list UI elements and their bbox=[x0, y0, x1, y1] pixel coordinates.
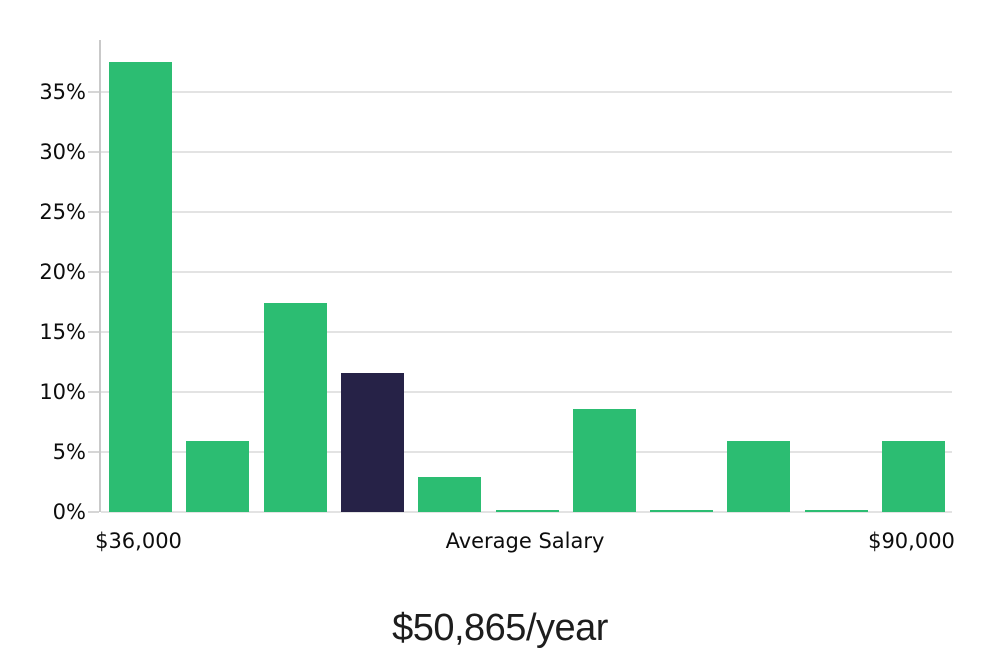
salary-bar bbox=[882, 441, 945, 512]
y-tickmark-20% bbox=[88, 271, 99, 273]
y-tick-label-15%: 15% bbox=[39, 320, 86, 344]
y-tickmark-25% bbox=[88, 211, 99, 213]
y-tickmark-10% bbox=[88, 391, 99, 393]
gridline-5% bbox=[101, 451, 952, 453]
y-tick-label-10%: 10% bbox=[39, 380, 86, 404]
x-axis-label--90-000: $90,000 bbox=[868, 529, 955, 553]
y-tick-label-0%: 0% bbox=[52, 500, 86, 524]
highlighted-salary-bar bbox=[340, 372, 404, 512]
salary-bar bbox=[804, 510, 868, 512]
y-tick-label-5%: 5% bbox=[52, 440, 86, 464]
salary-bar bbox=[650, 510, 714, 512]
y-tickmark-5% bbox=[88, 451, 99, 453]
gridline-35% bbox=[101, 91, 952, 93]
average-salary-caption: $50,865/year bbox=[392, 607, 608, 649]
salary-bar bbox=[572, 408, 636, 512]
y-tickmark-15% bbox=[88, 331, 99, 333]
plot-area bbox=[88, 40, 952, 513]
y-tick-label-35%: 35% bbox=[39, 80, 86, 104]
gridline-25% bbox=[101, 211, 952, 213]
salary-bar bbox=[263, 303, 327, 512]
y-tick-label-20%: 20% bbox=[39, 260, 86, 284]
gridline-30% bbox=[101, 151, 952, 153]
gridline-0% bbox=[101, 511, 952, 513]
y-tickmark-0% bbox=[88, 511, 99, 513]
salary-bar bbox=[109, 62, 172, 512]
gridline-15% bbox=[101, 331, 952, 333]
gridline-10% bbox=[101, 391, 952, 393]
gridline-20% bbox=[101, 271, 952, 273]
y-tickmark-35% bbox=[88, 91, 99, 93]
salary-bar bbox=[727, 441, 791, 512]
x-axis-label-average-salary: Average Salary bbox=[445, 529, 605, 553]
x-axis-label--36-000: $36,000 bbox=[95, 529, 182, 553]
salary-bar bbox=[418, 477, 482, 512]
salary-bar bbox=[495, 510, 559, 512]
salary-bar bbox=[186, 441, 250, 512]
y-tick-label-30%: 30% bbox=[39, 140, 86, 164]
y-tickmark-30% bbox=[88, 151, 99, 153]
y-tick-label-25%: 25% bbox=[39, 200, 86, 224]
